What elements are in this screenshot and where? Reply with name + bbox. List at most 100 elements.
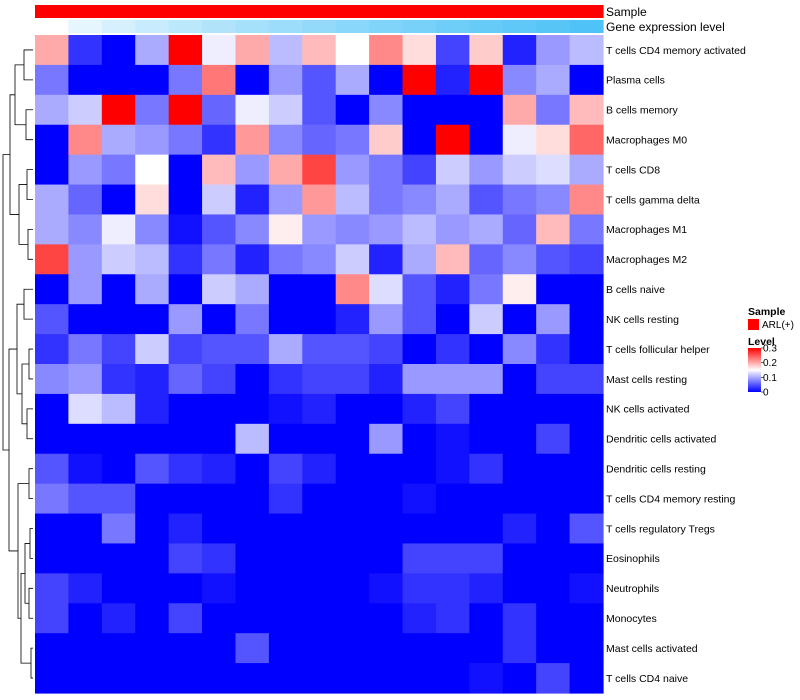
heatmap-cell [402, 64, 437, 96]
heatmap-cell [569, 154, 604, 186]
heatmap-cell [302, 334, 337, 365]
annotation-cell [502, 5, 537, 18]
heatmap-cell [202, 124, 237, 156]
heatmap-cell [402, 124, 437, 156]
heatmap-cell [235, 304, 270, 335]
heatmap-cell [536, 35, 571, 66]
legend-level-colorbar [748, 348, 761, 392]
heatmap-cell [168, 573, 203, 604]
annotation-cell [469, 5, 504, 18]
heatmap-cell [68, 393, 103, 425]
heatmap-cell [335, 543, 370, 574]
heatmap-cell [502, 244, 537, 275]
annotation-cell [68, 5, 103, 18]
heatmap-cell [536, 573, 571, 604]
dendrogram-branch [29, 528, 33, 559]
row-label: Dendritic cells activated [606, 434, 716, 446]
annotation-cell [536, 5, 571, 18]
heatmap-cell [101, 663, 136, 694]
heatmap-cell [302, 35, 337, 66]
legend-sample-title: Sample [748, 306, 786, 318]
heatmap-cell [502, 124, 537, 156]
row-label: Macrophages M1 [606, 224, 687, 236]
heatmap-cell [35, 453, 70, 485]
heatmap-cell [469, 274, 504, 305]
row-label: Macrophages M0 [606, 134, 687, 146]
heatmap-cell [536, 543, 571, 574]
heatmap-cell [569, 64, 604, 96]
annotation-cell [302, 20, 337, 33]
heatmap-cell [502, 214, 537, 245]
heatmap-cell [35, 244, 70, 275]
heatmap-cell [469, 633, 504, 664]
heatmap-cell [402, 603, 437, 634]
dendrogram-branch [9, 94, 19, 215]
annotation-cell [135, 20, 170, 33]
annotation-cell [502, 20, 537, 33]
heatmap-cell [369, 35, 404, 66]
heatmap-cell [569, 184, 604, 216]
heatmap-cell [435, 453, 470, 485]
heatmap-cell [335, 334, 370, 365]
heatmap-cell [35, 483, 70, 515]
heatmap-cell [469, 603, 504, 634]
heatmap-cell [402, 483, 437, 515]
heatmap-cell [135, 393, 170, 425]
heatmap-cell [369, 64, 404, 96]
heatmap-cell [68, 184, 103, 216]
dendrogram-branch [30, 647, 33, 679]
heatmap-cell [35, 154, 70, 186]
heatmap-cell [502, 274, 537, 305]
heatmap-cell [202, 334, 237, 365]
heatmap-cell [101, 543, 136, 574]
heatmap-cell [335, 453, 370, 485]
heatmap-cell [369, 244, 404, 275]
heatmap-cell [469, 573, 504, 604]
heatmap-cell [402, 423, 437, 455]
heatmap-cell [469, 364, 504, 395]
heatmap-cell [435, 663, 470, 694]
heatmap-cell [101, 214, 136, 245]
dendrogram-branch [2, 154, 10, 451]
heatmap-cell [101, 94, 136, 126]
heatmap-cell [335, 184, 370, 216]
annotation-cell [68, 20, 103, 33]
heatmap-cell [402, 513, 437, 545]
heatmap-cell [502, 94, 537, 126]
heatmap-cell [235, 573, 270, 604]
heatmap-cell [402, 334, 437, 365]
heatmap-cell [235, 513, 270, 545]
heatmap-cell [569, 124, 604, 156]
annotation-cell [235, 20, 270, 33]
row-label: Macrophages M2 [606, 254, 687, 266]
heatmap-cell [135, 423, 170, 455]
heatmap-cell [135, 543, 170, 574]
legend-sample-swatch [748, 319, 759, 330]
heatmap-cell [202, 304, 237, 335]
heatmap-cell [202, 154, 237, 186]
heatmap-cell [135, 513, 170, 545]
heatmap-cell [569, 603, 604, 634]
heatmap-cell [268, 184, 303, 216]
heatmap-cell [435, 124, 470, 156]
heatmap-cell [536, 633, 571, 664]
heatmap-cell [202, 423, 237, 455]
heatmap-cell [402, 543, 437, 574]
heatmap-cell [101, 633, 136, 664]
heatmap-cell [402, 244, 437, 275]
heatmap-cell [435, 543, 470, 574]
heatmap-cell [68, 423, 103, 455]
heatmap-cell [268, 94, 303, 126]
annotation-cell [202, 20, 237, 33]
annotation-cell [268, 20, 303, 33]
heatmap-cell [235, 94, 270, 126]
heatmap-cell [369, 513, 404, 545]
heatmap-cell [235, 334, 270, 365]
heatmap-cell [435, 214, 470, 245]
heatmap-cell [369, 304, 404, 335]
heatmap-cell [302, 64, 337, 96]
heatmap-cell [435, 513, 470, 545]
heatmap-cell [335, 154, 370, 186]
heatmap-cell [35, 633, 70, 664]
dendrogram-branch [28, 587, 33, 619]
